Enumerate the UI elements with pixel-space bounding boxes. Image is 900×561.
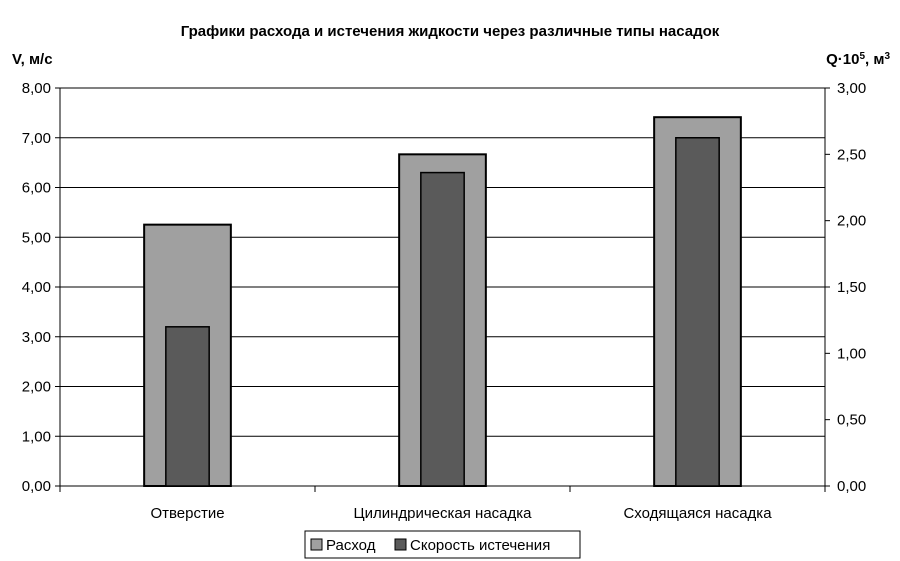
- left-tick-labels: 0,00 1,00 2,00 3,00 4,00 5,00 6,00 7,00 8,00: [22, 80, 51, 495]
- bar-velocity: [165, 326, 210, 487]
- legend-swatch-0: [310, 538, 323, 551]
- right-tick-label: 1,50: [837, 279, 866, 296]
- left-tick-label: 3,00: [22, 329, 51, 346]
- category-labels: Отверстие Цилиндрическая насадка Сходящаяс…: [150, 505, 772, 522]
- right-tick-label: 0,50: [837, 412, 866, 429]
- left-axis-title: V, м/с: [12, 51, 53, 68]
- legend-label-1: Скорость истечения: [410, 537, 550, 554]
- right-axis-title: Q·105, м3: [826, 51, 890, 69]
- bar-velocity: [420, 171, 465, 487]
- left-tick-label: 2,00: [22, 379, 51, 396]
- left-tick-label: 5,00: [22, 229, 51, 246]
- right-tick-label: 0,00: [837, 478, 866, 495]
- chart-title: Графики расхода и истечения жидкости чер…: [181, 23, 720, 40]
- category-label: Отверстие: [150, 505, 224, 522]
- left-tick-label: 4,00: [22, 279, 51, 296]
- axes: [55, 87, 830, 492]
- legend-box: [304, 530, 581, 559]
- left-tick-label: 8,00: [22, 80, 51, 97]
- right-tick-label: 2,50: [837, 146, 866, 163]
- legend: Расход Скорость истечения: [304, 530, 581, 559]
- right-tick-label: 1,00: [837, 345, 866, 362]
- category-label: Сходящаяся насадка: [623, 505, 772, 522]
- legend-label-0: Расход: [326, 537, 376, 554]
- right-tick-label: 2,00: [837, 213, 866, 230]
- bars: [143, 116, 742, 487]
- legend-swatch-1: [394, 538, 407, 551]
- left-tick-label: 1,00: [22, 428, 51, 445]
- left-tick-label: 6,00: [22, 180, 51, 197]
- left-tick-label: 0,00: [22, 478, 51, 495]
- category-label: Цилиндрическая насадка: [353, 505, 532, 522]
- right-tick-labels: 0,00 0,50 1,00 1,50 2,00 2,50 3,00: [837, 80, 866, 495]
- bar-velocity: [675, 137, 720, 487]
- right-tick-label: 3,00: [837, 80, 866, 97]
- left-tick-label: 7,00: [22, 130, 51, 147]
